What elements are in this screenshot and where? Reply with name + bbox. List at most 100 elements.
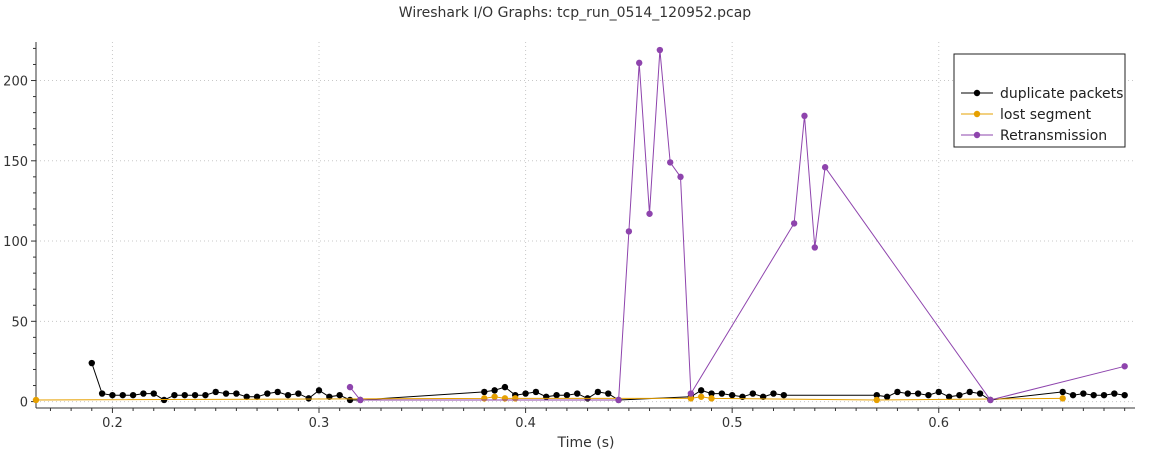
data-point (894, 388, 901, 396)
y-tick-label: 0 (20, 396, 28, 411)
y-tick-label: 150 (3, 155, 28, 170)
data-point (976, 390, 984, 397)
x-axis-label: Time (s) (557, 435, 615, 451)
legend-box (953, 53, 1126, 148)
data-point (491, 387, 498, 394)
data-point (1111, 390, 1118, 397)
data-point (1121, 363, 1128, 370)
data-point (150, 390, 157, 397)
data-point (759, 393, 767, 400)
data-point (295, 390, 302, 397)
y-tick-label: 200 (3, 75, 28, 90)
data-point (615, 396, 622, 404)
data-point (284, 391, 292, 399)
data-point (718, 390, 726, 397)
series-duplicate-packets (88, 359, 1128, 404)
series-line (349, 49, 1125, 401)
data-point (574, 390, 581, 397)
data-point (543, 393, 550, 400)
data-point (512, 395, 519, 402)
data-point (749, 390, 757, 397)
data-point (790, 220, 798, 227)
data-point (873, 396, 880, 404)
data-point (708, 395, 715, 402)
data-point (728, 391, 736, 399)
data-point (636, 59, 643, 67)
data-point (904, 390, 911, 397)
data-point (687, 395, 695, 402)
series-line (91, 362, 1125, 401)
data-point (181, 391, 188, 399)
data-point (109, 391, 116, 399)
legend-label: duplicate packets (1000, 86, 1123, 102)
data-point (501, 383, 509, 391)
data-point (697, 387, 705, 394)
data-point (666, 159, 674, 166)
data-point (563, 391, 571, 399)
y-tick-label: 100 (3, 235, 28, 250)
data-point (98, 390, 106, 397)
data-point (1069, 391, 1077, 399)
data-point (1059, 395, 1066, 402)
data-point (677, 173, 684, 181)
data-point (956, 391, 963, 399)
legend-entry: Retransmission (961, 128, 1107, 144)
legend-swatch-marker (973, 110, 981, 118)
data-point (1121, 391, 1128, 399)
data-point (780, 391, 788, 399)
data-point (129, 391, 137, 399)
data-point (656, 46, 664, 54)
data-point (801, 112, 808, 120)
data-point (1080, 390, 1087, 397)
data-point (264, 390, 271, 397)
data-point (481, 388, 488, 396)
data-point (501, 395, 509, 402)
data-point (253, 393, 261, 400)
data-point (708, 390, 715, 397)
data-point (553, 391, 560, 399)
data-point (491, 393, 498, 400)
x-tick-label: 0.6 (928, 416, 949, 431)
legend-label: Retransmission (1000, 128, 1107, 144)
data-point (1059, 388, 1066, 396)
data-point (821, 164, 829, 171)
data-point (222, 390, 230, 397)
data-point (925, 391, 932, 399)
data-point (1090, 391, 1097, 399)
data-point (336, 391, 343, 399)
data-point (88, 359, 95, 367)
data-point (140, 390, 147, 397)
data-point (811, 244, 819, 251)
data-point (233, 390, 240, 397)
data-point (191, 391, 199, 399)
data-point (346, 396, 354, 404)
data-point (966, 388, 973, 396)
data-point (481, 395, 488, 402)
series-retransmission (346, 46, 1128, 404)
data-point (532, 388, 540, 396)
data-point (119, 391, 126, 399)
data-point (243, 393, 250, 400)
legend-swatch-marker (973, 89, 981, 97)
data-point (873, 391, 880, 399)
legend: duplicate packets lost segment Retransmiss… (953, 53, 1126, 148)
data-point (326, 393, 333, 400)
data-point (945, 393, 953, 400)
x-tick-label: 0.4 (515, 416, 536, 431)
data-point (212, 388, 219, 396)
data-point (522, 390, 529, 397)
series-line (35, 396, 1063, 401)
data-point (914, 390, 922, 397)
legend-label: lost segment (1000, 107, 1092, 123)
data-point (605, 390, 612, 397)
data-point (32, 396, 40, 404)
series-lost-segment (32, 393, 1066, 404)
data-point (987, 396, 994, 404)
x-axis-ticks: 0.2 0.3 0.4 0.5 0.6 (49, 408, 1126, 431)
legend-entry: duplicate packets (961, 86, 1123, 102)
plot-area (32, 46, 1128, 404)
data-point (687, 390, 695, 397)
x-tick-label: 0.3 (309, 416, 330, 431)
data-point (202, 391, 209, 399)
